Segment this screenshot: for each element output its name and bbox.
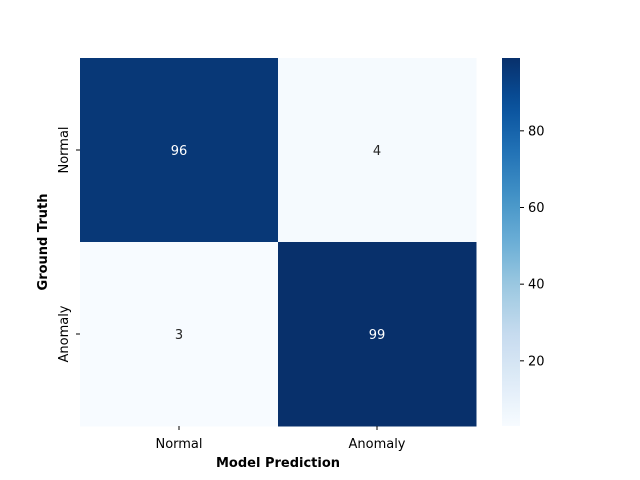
colorbar-tick-label: 40 (528, 278, 545, 293)
colorbar-tick-label: 80 (528, 124, 545, 139)
y-tick-label: Normal (57, 126, 72, 173)
x-axis-ticks: Normal Anomaly (155, 426, 406, 452)
colorbar-gradient (502, 58, 520, 426)
colorbar: 20 40 60 80 (502, 58, 545, 426)
y-tick-label: Anomaly (57, 305, 72, 362)
x-axis-label: Model Prediction (216, 456, 340, 471)
heatmap-cell (278, 242, 477, 427)
cell-value-label: 4 (373, 144, 381, 159)
y-axis-label: Ground Truth (36, 194, 51, 291)
x-tick-label: Normal (155, 437, 202, 452)
cell-value-label: 99 (369, 328, 386, 343)
heatmap-cell (80, 58, 279, 243)
heatmap-cell (80, 242, 279, 427)
cell-value-label: 96 (171, 144, 188, 159)
colorbar-tick-label: 60 (528, 201, 545, 216)
y-axis-ticks: Normal Anomaly (57, 126, 80, 363)
heatmap-cell-labels: 96 4 3 99 (171, 144, 386, 343)
colorbar-tick-label: 20 (528, 354, 545, 369)
heatmap-cell (278, 58, 477, 243)
heatmap-cells (80, 58, 477, 427)
colorbar-ticks: 20 40 60 80 (520, 124, 545, 369)
cell-value-label: 3 (175, 328, 183, 343)
x-tick-label: Anomaly (348, 437, 405, 452)
